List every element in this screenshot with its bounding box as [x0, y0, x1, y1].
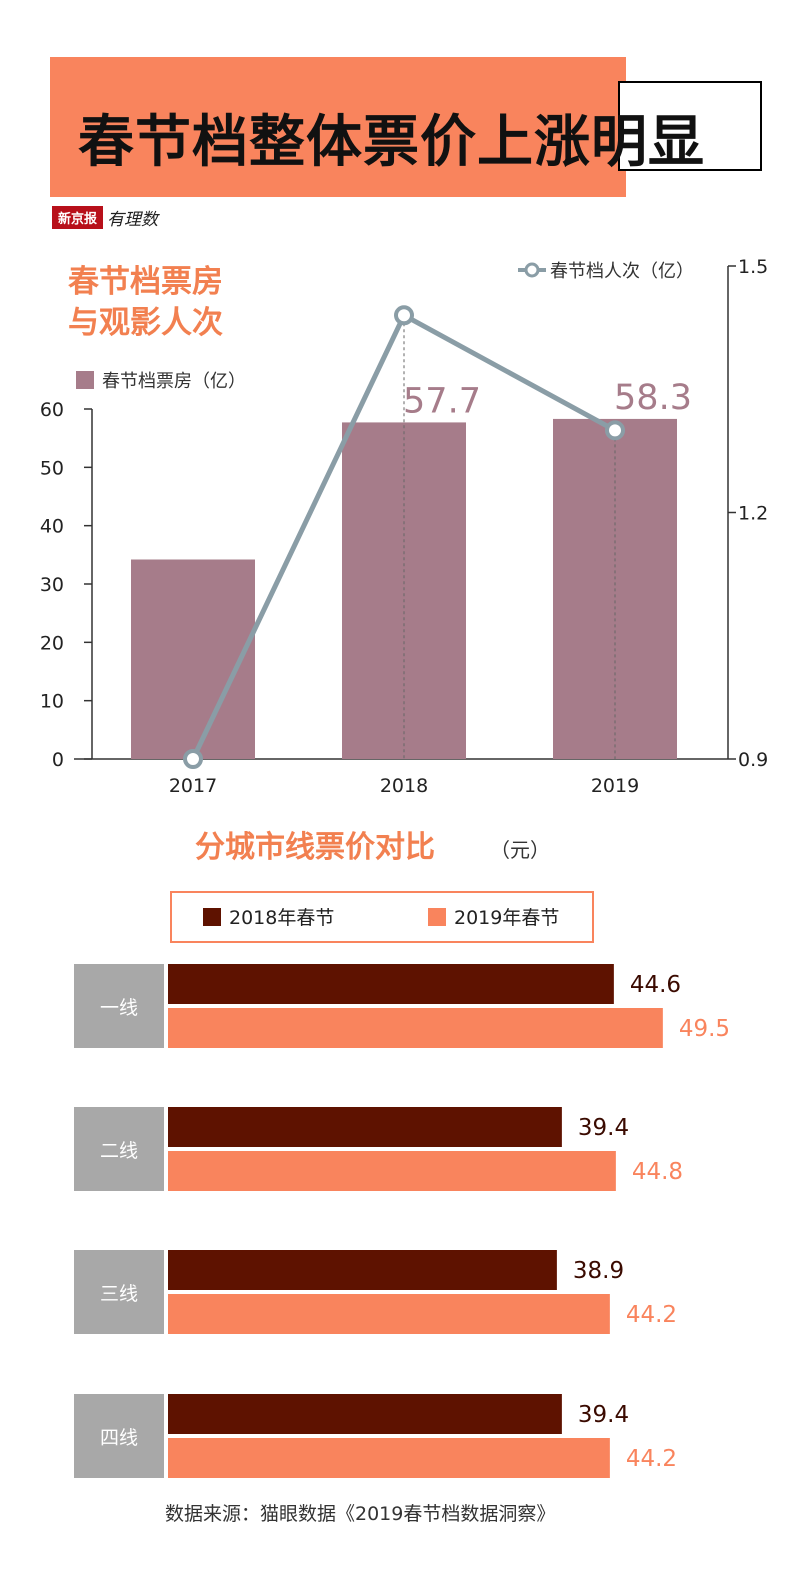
y-left-tick-label: 30	[40, 574, 64, 596]
attendance-point	[183, 749, 203, 769]
y-right-tick-label: 0.9	[738, 749, 768, 771]
tier-label-box	[74, 1107, 164, 1191]
bar-data-label: 58.3	[614, 378, 692, 418]
box-office-chart: 春节档票房 与观影人次 春节档票房（亿） 春节档人次（亿） 0 10 20 30 40 5…	[40, 256, 768, 797]
price-bar-2018年春节	[168, 1394, 562, 1434]
y-right-tick-label: 1.5	[738, 256, 768, 278]
price-bar-2019年春节	[168, 1438, 610, 1478]
price-value-label: 44.6	[630, 972, 681, 998]
legend-2018-label: 2018年春节	[229, 907, 334, 929]
y-left-tick-label: 50	[40, 457, 64, 479]
tier-label-box	[74, 964, 164, 1048]
chart1-heading-line1: 春节档票房	[68, 264, 223, 300]
price-bar-2018年春节	[168, 1107, 562, 1147]
legend-line-marker	[524, 262, 540, 278]
tier-label-box	[74, 1394, 164, 1478]
legend-2018-swatch	[203, 908, 221, 926]
logo-sub: 有理数	[107, 209, 159, 230]
price-bar-2019年春节	[168, 1008, 663, 1048]
title-background	[50, 57, 626, 197]
chart2-legend-box	[170, 891, 594, 943]
chart2-heading: 分城市线票价对比	[195, 830, 435, 865]
tier-label: 一线	[100, 997, 138, 1019]
legend-bar-swatch	[76, 371, 94, 389]
y-left-tick-label: 0	[52, 749, 64, 771]
bar-data-label: 57.7	[403, 381, 481, 421]
x-tick-label: 2017	[169, 775, 217, 797]
publisher-logo: 新京报 有理数	[52, 205, 159, 230]
price-value-label: 39.4	[578, 1402, 629, 1428]
attendance-point	[605, 420, 625, 441]
page-title: 春节档整体票价上涨明显	[78, 110, 705, 175]
legend-line-label: 春节档人次（亿）	[550, 261, 694, 282]
tier-label: 二线	[100, 1140, 138, 1162]
price-value-label: 49.5	[679, 1016, 730, 1042]
price-value-label: 38.9	[573, 1258, 624, 1284]
ticket-price-chart: 分城市线票价对比 （元） 2018年春节 2019年春节 一线 44.6 49.5 二…	[74, 830, 730, 1525]
price-bar-2018年春节	[168, 1250, 557, 1290]
source-note: 数据来源：猫眼数据《2019春节档数据洞察》	[165, 1503, 555, 1525]
chart2-unit: （元）	[490, 838, 550, 862]
legend-bar-label: 春节档票房（亿）	[102, 371, 246, 392]
y-left-tick-label: 60	[40, 399, 64, 421]
price-value-label: 39.4	[578, 1115, 629, 1141]
attendance-point	[394, 305, 414, 326]
tier-label: 三线	[100, 1283, 138, 1305]
price-bar-2018年春节	[168, 964, 614, 1004]
legend-2019-label: 2019年春节	[454, 907, 559, 929]
box-office-bar	[131, 559, 255, 759]
chart1-heading-line2: 与观影人次	[68, 305, 223, 341]
y-right-tick-label: 1.2	[738, 503, 768, 525]
tier-label: 四线	[100, 1427, 138, 1449]
price-bar-2019年春节	[168, 1151, 616, 1191]
price-bar-2019年春节	[168, 1294, 610, 1334]
legend-2019-swatch	[428, 908, 446, 926]
title-outline-box	[618, 81, 762, 171]
price-value-label: 44.2	[626, 1446, 677, 1472]
y-left-tick-label: 40	[40, 516, 64, 538]
tier-label-box	[74, 1250, 164, 1334]
x-tick-label: 2018	[380, 775, 428, 797]
x-tick-label: 2019	[591, 775, 639, 797]
y-left-tick-label: 20	[40, 632, 64, 654]
title-banner: 春节档整体票价上涨明显	[50, 57, 762, 197]
y-left-tick-label: 10	[40, 691, 64, 713]
logo-name: 新京报	[52, 205, 104, 229]
price-value-label: 44.2	[626, 1302, 677, 1328]
price-value-label: 44.8	[632, 1159, 683, 1185]
